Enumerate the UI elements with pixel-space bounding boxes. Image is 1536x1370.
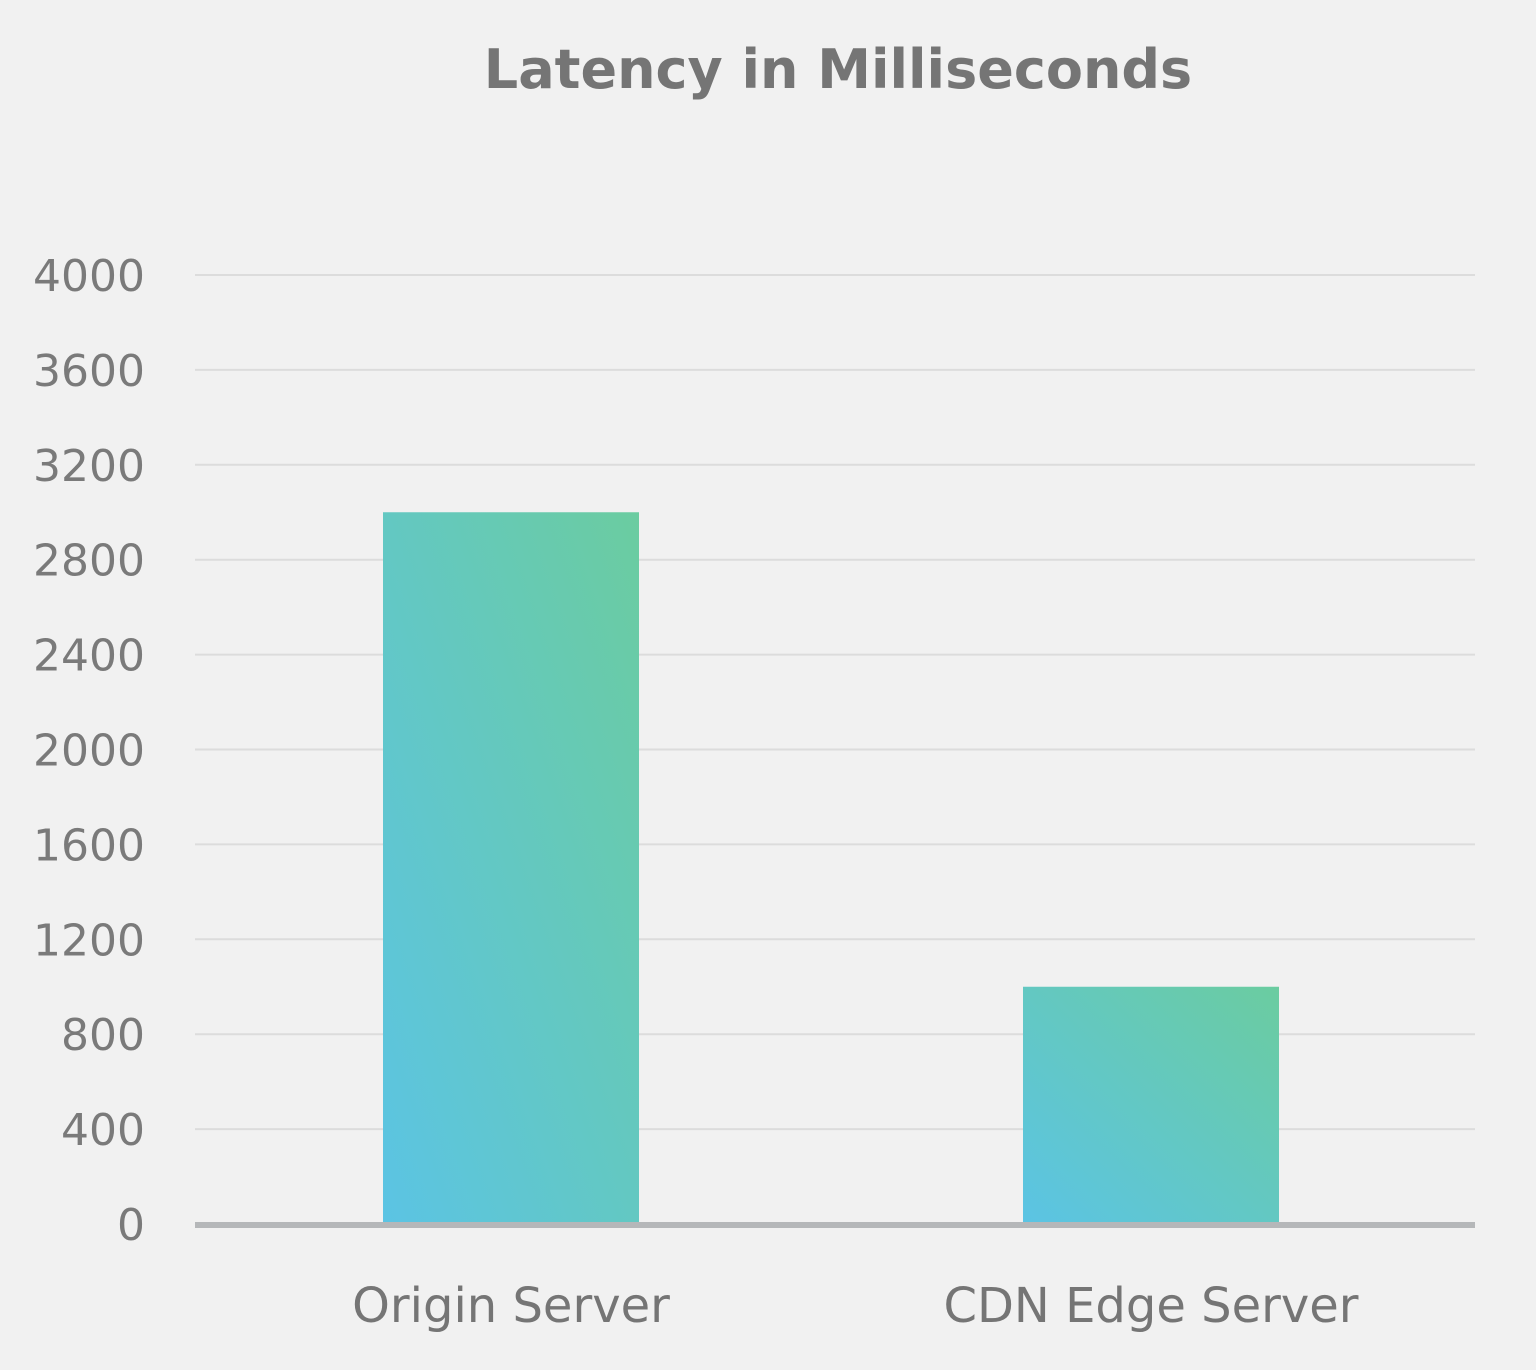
y-tick-label: 4000 [33, 251, 145, 302]
y-tick-label: 0 [117, 1200, 145, 1251]
y-tick-label: 2800 [33, 536, 145, 587]
y-tick-label: 2000 [33, 726, 145, 777]
bar-cdn-edge-server [1023, 986, 1279, 1222]
x-category-label: Origin Server [352, 1278, 670, 1334]
y-tick-label: 400 [61, 1105, 145, 1156]
y-tick-label: 1600 [33, 820, 145, 871]
y-tick-label: 1200 [33, 915, 145, 966]
bar-origin-server [383, 512, 639, 1222]
y-tick-label: 800 [61, 1010, 145, 1061]
y-tick-label: 3200 [33, 441, 145, 492]
chart-title: Latency in Milliseconds [484, 38, 1192, 101]
y-tick-label: 3600 [33, 346, 145, 397]
x-category-label: CDN Edge Server [943, 1278, 1358, 1334]
y-tick-label: 2400 [33, 631, 145, 682]
